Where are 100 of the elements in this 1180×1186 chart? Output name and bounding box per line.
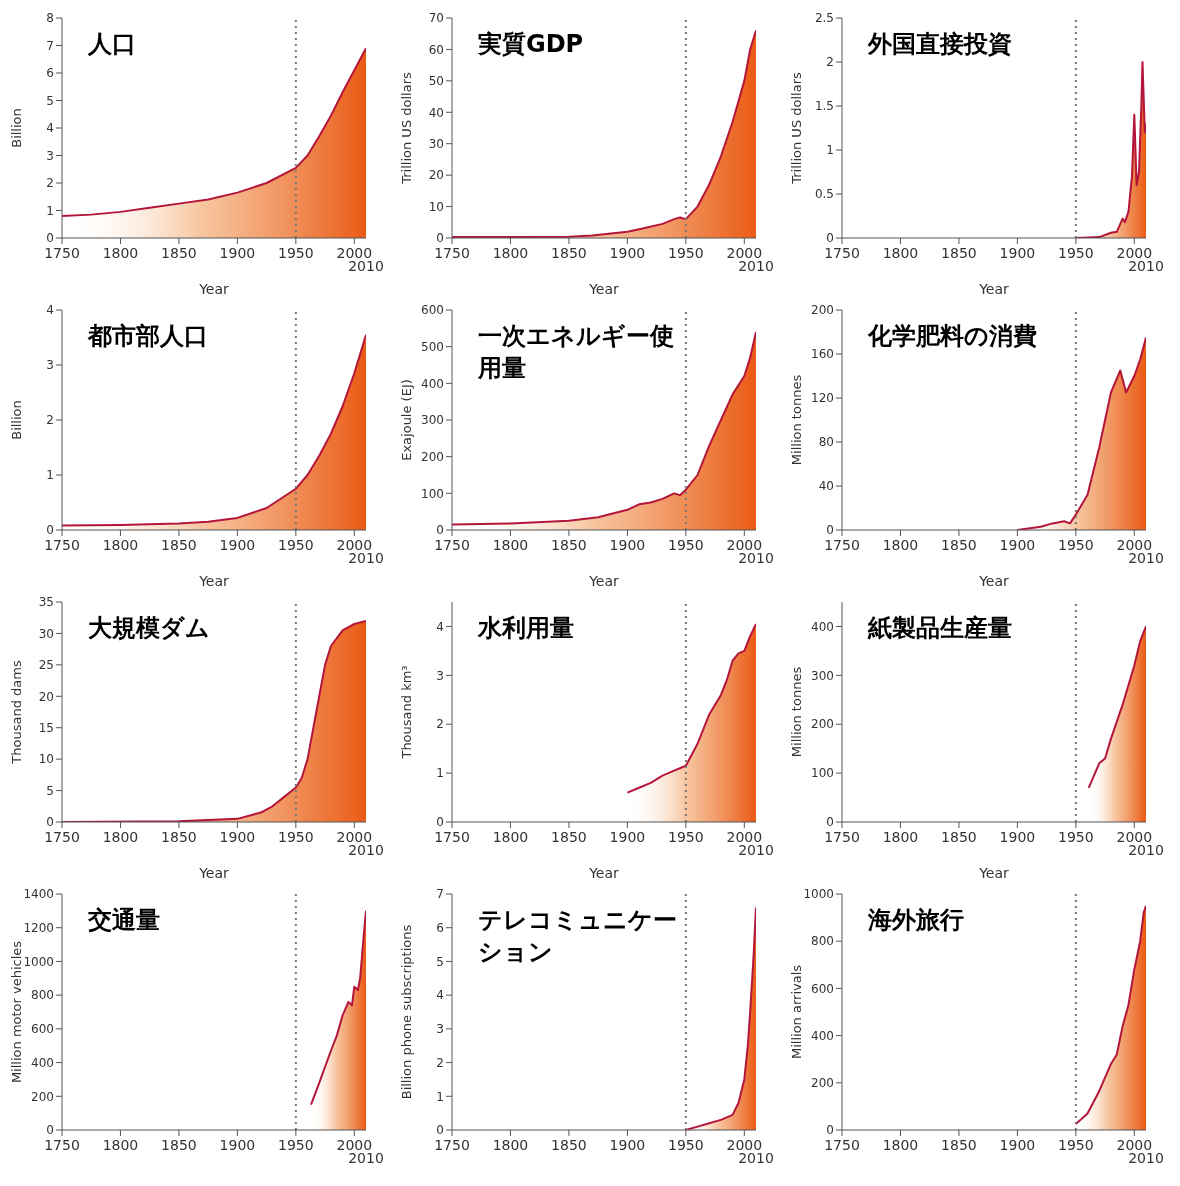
y-tick-label: 0 bbox=[46, 523, 54, 538]
x-tick-label: 1800 bbox=[492, 245, 529, 261]
x-tick-label: 1950 bbox=[1058, 245, 1094, 261]
y-tick-label: 400 bbox=[811, 1028, 834, 1043]
y-tick-label: 200 bbox=[421, 449, 444, 464]
x-tick-label: 1850 bbox=[161, 829, 197, 845]
x-tick-label: 1950 bbox=[668, 537, 704, 553]
x-tick-label: 1800 bbox=[492, 829, 529, 845]
text: 交通量 bbox=[88, 905, 161, 936]
y-tick-label: 600 bbox=[31, 1022, 54, 1037]
y-tick-label: 0.5 bbox=[814, 187, 834, 202]
y-tick-label: 400 bbox=[31, 1055, 54, 1070]
y-tick-label: 500 bbox=[421, 339, 444, 354]
y-tick-label: 5 bbox=[436, 954, 444, 969]
y-tick-label: 400 bbox=[421, 376, 444, 391]
x-tick-label: 1950 bbox=[1058, 1137, 1094, 1153]
y-tick-label: 0 bbox=[826, 815, 834, 830]
y-tick-label: 800 bbox=[811, 934, 834, 949]
y-tick-label: 0 bbox=[826, 1123, 834, 1138]
x-tick-label: 1850 bbox=[941, 245, 977, 261]
x-tick-label: 1800 bbox=[102, 829, 139, 845]
x-tick-label: 1900 bbox=[609, 829, 646, 845]
y-axis-title: Billion bbox=[8, 108, 24, 148]
y-tick-label: 6 bbox=[436, 920, 444, 935]
text: 大規模ダム bbox=[88, 613, 211, 644]
y-tick-label: 2 bbox=[46, 176, 54, 191]
x-tick-label: 1900 bbox=[609, 245, 646, 261]
text: 2010 bbox=[737, 1150, 775, 1166]
y-tick-label: 4 bbox=[46, 121, 54, 136]
y-tick-label: 200 bbox=[31, 1089, 54, 1104]
x-tick-label: 1850 bbox=[551, 1137, 587, 1153]
y-tick-label: 5 bbox=[46, 93, 54, 108]
y-tick-label: 1.5 bbox=[814, 99, 834, 114]
y-tick-label: 120 bbox=[811, 391, 834, 406]
y-tick-label: 600 bbox=[811, 981, 834, 996]
y-tick-label: 5 bbox=[46, 783, 54, 798]
y-tick-label: 2 bbox=[826, 55, 834, 70]
y-tick-label: 4 bbox=[436, 988, 444, 1003]
x-axis-title: Year bbox=[978, 865, 1010, 881]
x-axis-title: Year bbox=[588, 573, 620, 589]
x-tick-label: 1750 bbox=[824, 829, 860, 845]
x-tick-label: 1900 bbox=[219, 537, 256, 553]
x-axis-title: Year bbox=[198, 865, 230, 881]
x-tick-label: 1900 bbox=[219, 829, 256, 845]
y-tick-label: 3 bbox=[46, 148, 54, 163]
x-tick-label: 1950 bbox=[668, 1137, 704, 1153]
y-axis-title: Million arrivals bbox=[788, 964, 804, 1060]
y-tick-label: 200 bbox=[811, 1076, 834, 1091]
y-tick-label: 100 bbox=[811, 766, 834, 781]
y-tick-label: 3 bbox=[436, 1022, 444, 1037]
y-tick-label: 1000 bbox=[803, 887, 834, 902]
x-tick-label: 1950 bbox=[278, 245, 314, 261]
text: 2010 bbox=[347, 258, 385, 274]
y-tick-label: 35 bbox=[38, 595, 54, 610]
x-tick-label: 1850 bbox=[941, 1137, 977, 1153]
y-tick-label: 2 bbox=[436, 717, 444, 732]
y-tick-label: 10 bbox=[38, 752, 54, 767]
y-axis-title: Trillion US dollars bbox=[398, 71, 414, 185]
x-tick-label: 1800 bbox=[882, 537, 919, 553]
y-tick-label: 200 bbox=[811, 303, 834, 318]
y-tick-label: 1 bbox=[46, 203, 54, 218]
x-tick-label: 1750 bbox=[44, 829, 80, 845]
y-tick-label: 300 bbox=[811, 668, 834, 683]
text: 都市部人口 bbox=[88, 321, 209, 352]
text: 2010 bbox=[1127, 258, 1165, 274]
text: 2010 bbox=[737, 550, 775, 566]
y-axis-title: Thousand km³ bbox=[398, 665, 414, 760]
x-tick-label: 1900 bbox=[609, 1137, 646, 1153]
x-tick-label: 1750 bbox=[824, 537, 860, 553]
x-tick-label: 2000 bbox=[726, 829, 763, 845]
text: 人口 bbox=[88, 29, 137, 60]
y-tick-label: 200 bbox=[811, 717, 834, 732]
x-axis-title: Year bbox=[198, 281, 230, 297]
text: 実質GDP bbox=[478, 29, 585, 60]
y-tick-label: 0 bbox=[436, 231, 444, 246]
y-axis-title: Trillion US dollars bbox=[788, 71, 804, 185]
x-tick-label: 1800 bbox=[882, 245, 919, 261]
y-tick-label: 300 bbox=[421, 413, 444, 428]
y-tick-label: 40 bbox=[818, 479, 834, 494]
x-tick-label: 1950 bbox=[278, 537, 314, 553]
y-tick-label: 80 bbox=[818, 435, 834, 450]
y-tick-label: 4 bbox=[436, 619, 444, 634]
y-axis-title: Exajoule (EJ) bbox=[398, 379, 414, 461]
x-tick-label: 1900 bbox=[999, 537, 1036, 553]
x-tick-label: 2000 bbox=[1116, 245, 1153, 261]
text: 2010 bbox=[1127, 842, 1165, 858]
y-tick-label: 40 bbox=[428, 105, 444, 120]
text: 2010 bbox=[347, 842, 385, 858]
x-tick-label: 1750 bbox=[44, 245, 80, 261]
x-axis-title: Year bbox=[588, 865, 620, 881]
y-tick-label: 0 bbox=[46, 1123, 54, 1138]
y-tick-label: 1 bbox=[436, 1089, 444, 1104]
x-tick-label: 1950 bbox=[278, 1137, 314, 1153]
x-tick-label: 1850 bbox=[161, 245, 197, 261]
y-tick-label: 50 bbox=[428, 74, 444, 89]
y-tick-label: 1 bbox=[436, 766, 444, 781]
y-tick-label: 0 bbox=[436, 1123, 444, 1138]
y-tick-label: 1 bbox=[826, 143, 834, 158]
x-axis-title: Year bbox=[978, 573, 1010, 589]
x-tick-label: 2000 bbox=[336, 1137, 373, 1153]
